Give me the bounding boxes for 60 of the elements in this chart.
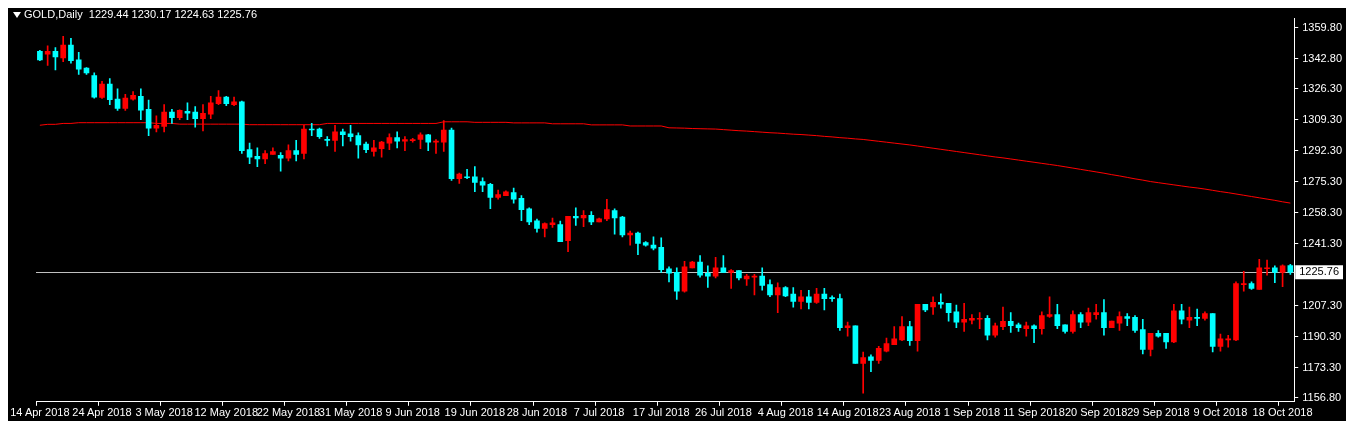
y-tick-label: 1359.80 bbox=[1302, 20, 1342, 33]
candlestick bbox=[1264, 259, 1270, 276]
ref-line-label: 1225.76 bbox=[1299, 265, 1339, 278]
candlestick bbox=[472, 166, 478, 193]
candlestick bbox=[774, 282, 781, 313]
x-tick-label: 19 Jun 2018 bbox=[444, 406, 506, 419]
x-tick-label: 17 Jul 2018 bbox=[632, 406, 690, 419]
y-tick-label: 1173.30 bbox=[1302, 360, 1342, 373]
candlestick bbox=[930, 296, 936, 315]
x-tick-label: 14 Apr 2018 bbox=[10, 406, 70, 419]
candlestick bbox=[402, 136, 408, 151]
x-tick-label: 14 Aug 2018 bbox=[816, 406, 879, 419]
y-tick-label: 1190.30 bbox=[1302, 329, 1342, 342]
x-tick-label: 9 Oct 2018 bbox=[1193, 406, 1248, 419]
x-tick-label: 3 May 2018 bbox=[135, 406, 193, 419]
x-tick-label: 22 May 2018 bbox=[256, 406, 321, 419]
candlestick bbox=[433, 139, 439, 154]
y-tick-label: 1275.30 bbox=[1302, 174, 1342, 187]
x-tick-label: 12 May 2018 bbox=[194, 406, 259, 419]
candlestick bbox=[293, 140, 300, 162]
x-tick-label: 28 Jun 2018 bbox=[506, 406, 568, 419]
candlestick bbox=[464, 169, 470, 179]
x-tick-label: 18 Oct 2018 bbox=[1252, 406, 1313, 419]
y-tick-label: 1342.80 bbox=[1302, 51, 1342, 64]
x-tick-label: 29 Sep 2018 bbox=[1127, 406, 1190, 419]
candlestick bbox=[743, 274, 750, 286]
x-tick-label: 20 Sep 2018 bbox=[1064, 406, 1128, 419]
candlestick bbox=[1124, 313, 1131, 327]
y-tick-label: 1207.30 bbox=[1302, 298, 1342, 311]
y-tick-label: 1326.30 bbox=[1302, 82, 1342, 94]
y-tick-label: 1292.30 bbox=[1302, 143, 1342, 156]
y-tick-label: 1241.30 bbox=[1302, 236, 1342, 249]
candlestick bbox=[705, 265, 711, 288]
y-tick-label: 1258.30 bbox=[1302, 205, 1342, 218]
candlestick bbox=[1031, 324, 1037, 344]
x-tick-label: 31 May 2018 bbox=[318, 406, 383, 419]
candlestick bbox=[1023, 321, 1030, 337]
x-tick-label: 1 Sep 2018 bbox=[943, 406, 1001, 419]
candlestick bbox=[1093, 303, 1100, 320]
x-tick-label: 9 Jun 2018 bbox=[385, 406, 440, 419]
x-tick-label: 26 Jul 2018 bbox=[694, 406, 752, 419]
candlestick bbox=[728, 269, 734, 289]
candlestick bbox=[976, 312, 983, 330]
x-tick-label: 11 Sep 2018 bbox=[1003, 406, 1065, 419]
candlestick bbox=[1194, 308, 1200, 327]
candlestick bbox=[860, 351, 867, 394]
candlestick bbox=[1007, 312, 1014, 333]
x-tick-label: 7 Jul 2018 bbox=[573, 406, 625, 419]
x-tick-label: 24 Apr 2018 bbox=[72, 406, 132, 419]
y-tick-label: 1156.80 bbox=[1302, 391, 1342, 403]
x-tick-label: 4 Aug 2018 bbox=[757, 406, 814, 419]
candlestick bbox=[1225, 334, 1232, 348]
candlestick bbox=[371, 140, 377, 157]
candlestick bbox=[324, 136, 331, 147]
chart-title: GOLD,Daily 1229.44 1230.17 1224.63 1225.76 bbox=[24, 8, 258, 21]
y-tick-label: 1309.30 bbox=[1302, 112, 1342, 125]
candlestick bbox=[1240, 271, 1247, 292]
candlestick bbox=[339, 128, 346, 147]
x-tick-label: 23 Aug 2018 bbox=[878, 406, 941, 419]
candlestick bbox=[961, 303, 967, 332]
